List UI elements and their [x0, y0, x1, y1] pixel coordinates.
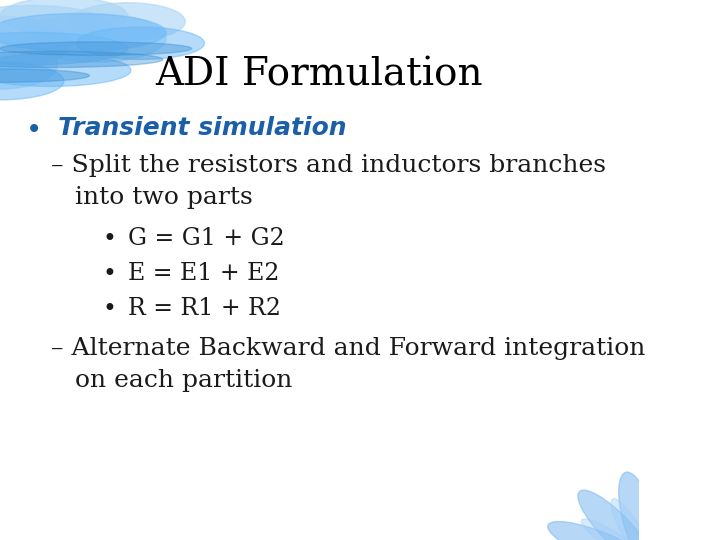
Ellipse shape [0, 16, 71, 70]
Ellipse shape [0, 5, 112, 49]
Text: •: • [102, 297, 116, 321]
Ellipse shape [0, 0, 127, 35]
Ellipse shape [578, 490, 654, 540]
Text: Transient simulation: Transient simulation [58, 116, 346, 140]
Text: ADI Formulation: ADI Formulation [156, 57, 483, 94]
Ellipse shape [0, 40, 58, 89]
Text: G = G1 + G2: G = G1 + G2 [127, 227, 284, 250]
Ellipse shape [642, 491, 662, 540]
Text: •: • [102, 262, 116, 286]
Text: – Alternate Backward and Forward integration
   on each partition: – Alternate Backward and Forward integra… [51, 338, 646, 393]
Ellipse shape [650, 499, 693, 540]
Ellipse shape [0, 32, 127, 65]
Ellipse shape [618, 472, 660, 540]
Ellipse shape [649, 490, 720, 540]
Ellipse shape [611, 499, 654, 540]
Ellipse shape [25, 14, 166, 62]
Ellipse shape [581, 519, 652, 540]
Ellipse shape [0, 14, 166, 51]
Ellipse shape [76, 27, 204, 59]
Ellipse shape [0, 51, 163, 68]
Ellipse shape [644, 472, 685, 540]
Ellipse shape [0, 42, 192, 55]
Ellipse shape [0, 69, 89, 82]
Ellipse shape [71, 3, 185, 40]
Ellipse shape [548, 522, 652, 540]
Ellipse shape [0, 54, 131, 86]
Text: •: • [102, 227, 116, 251]
Ellipse shape [652, 522, 720, 540]
Text: E = E1 + E2: E = E1 + E2 [127, 262, 279, 285]
Text: •: • [25, 116, 42, 144]
Ellipse shape [0, 62, 64, 100]
Text: – Split the resistors and inductors branches
   into two parts: – Split the resistors and inductors bran… [51, 154, 606, 209]
Ellipse shape [651, 519, 720, 540]
Text: R = R1 + R2: R = R1 + R2 [127, 297, 281, 320]
